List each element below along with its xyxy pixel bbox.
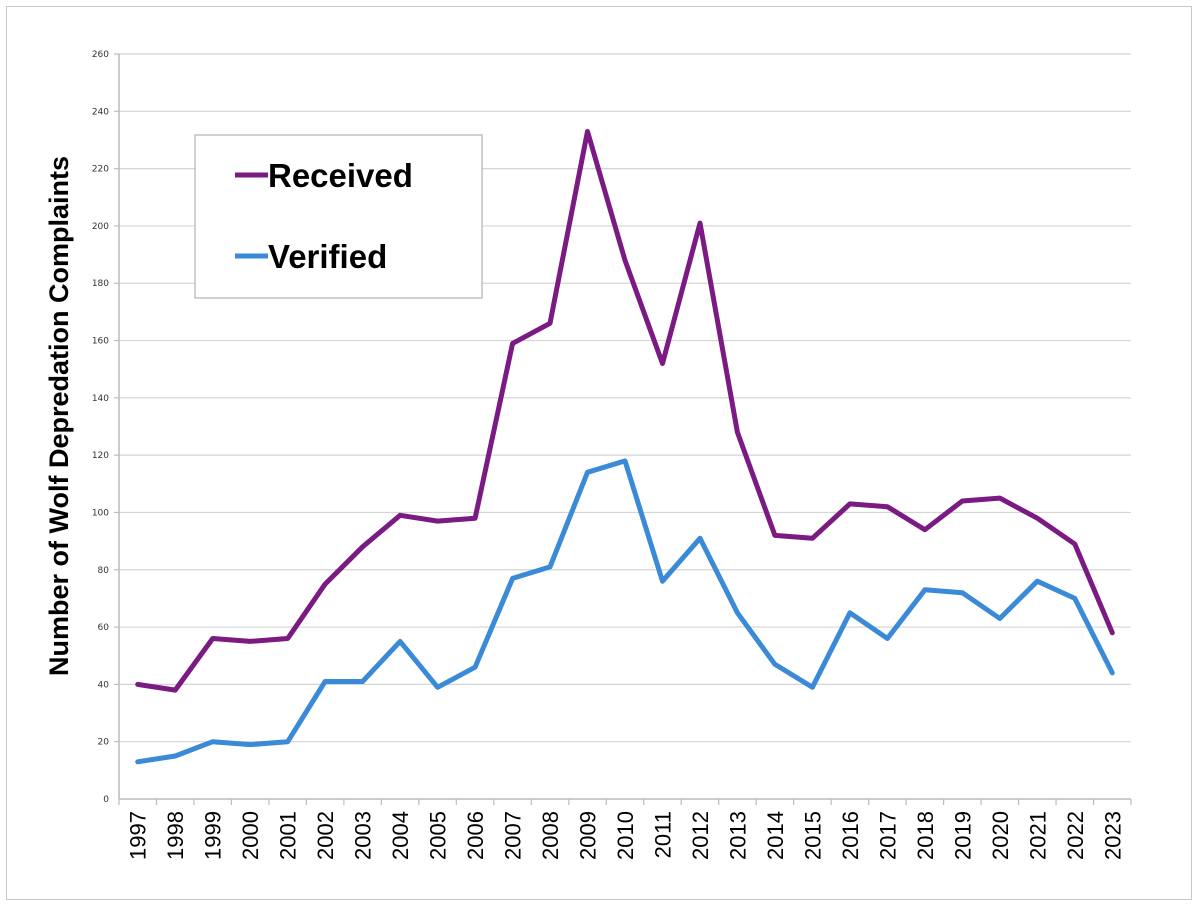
x-tick-label: 2003	[351, 811, 376, 860]
y-tick-label: 180	[92, 279, 109, 289]
series-lines	[135, 128, 1115, 765]
x-tick-label: 2001	[276, 811, 301, 860]
x-tick-label: 1997	[126, 811, 151, 860]
x-tick-label: 2010	[613, 811, 638, 860]
y-tick-labels: 0 20 40 60 80 100 120 140 160 180 200 220 240 260	[92, 50, 109, 805]
x-tick-label: 2021	[1025, 811, 1050, 860]
legend-label-verified: Verified	[268, 238, 387, 275]
x-tick-labels: 1997 1998 1999 2000 2001 2002 2003 2004 2005 2006…	[126, 811, 1126, 860]
x-tick-label: 2005	[426, 811, 451, 860]
y-tick-label: 200	[92, 222, 109, 232]
x-tick-label: 2013	[725, 811, 750, 860]
y-tick-label: 220	[92, 165, 109, 175]
x-tick-label: 2009	[576, 811, 601, 860]
x-tick-label: 2000	[238, 811, 263, 860]
x-tick-label: 2002	[313, 811, 338, 860]
x-tick-label: 2007	[501, 811, 526, 860]
x-tick-label: 2015	[800, 811, 825, 860]
axes	[114, 53, 1132, 805]
y-tick-label: 260	[92, 50, 109, 60]
x-tick-label: 1999	[201, 811, 226, 860]
series-line-verified	[135, 458, 1115, 765]
y-tick-label: 140	[92, 394, 109, 404]
y-tick-label: 240	[92, 107, 109, 117]
x-tick-label: 2019	[950, 811, 975, 860]
x-tick-label: 2018	[913, 811, 938, 860]
legend-box	[194, 134, 483, 299]
x-tick-label: 2020	[988, 811, 1013, 860]
y-tick-label: 60	[98, 623, 110, 633]
y-tick-label: 0	[103, 795, 109, 805]
x-tick-label: 2022	[1063, 811, 1088, 860]
x-tick-label: 1998	[163, 811, 188, 860]
y-tick-label: 100	[92, 508, 109, 518]
x-tick-label: 2023	[1100, 811, 1125, 860]
y-tick-label: 40	[98, 680, 110, 690]
x-tick-label: 2012	[688, 811, 713, 860]
x-tick-label: 2008	[538, 811, 563, 860]
legend-label-received: Received	[268, 157, 413, 194]
x-tick-label: 2011	[650, 811, 675, 858]
y-tick-label: 160	[92, 337, 109, 347]
x-tick-label: 2004	[388, 811, 413, 860]
legend: Received Verified	[194, 134, 483, 299]
x-tick-label: 2014	[763, 811, 788, 860]
y-axis-label: Number of Wolf Depredation Complaints	[44, 156, 74, 676]
y-tick-label: 20	[98, 738, 110, 748]
x-tick-label: 2006	[463, 811, 488, 860]
x-tick-label: 2017	[875, 811, 900, 860]
x-tick-label: 2016	[838, 811, 863, 860]
y-tick-label: 80	[98, 566, 110, 576]
y-tick-label: 120	[92, 451, 109, 461]
